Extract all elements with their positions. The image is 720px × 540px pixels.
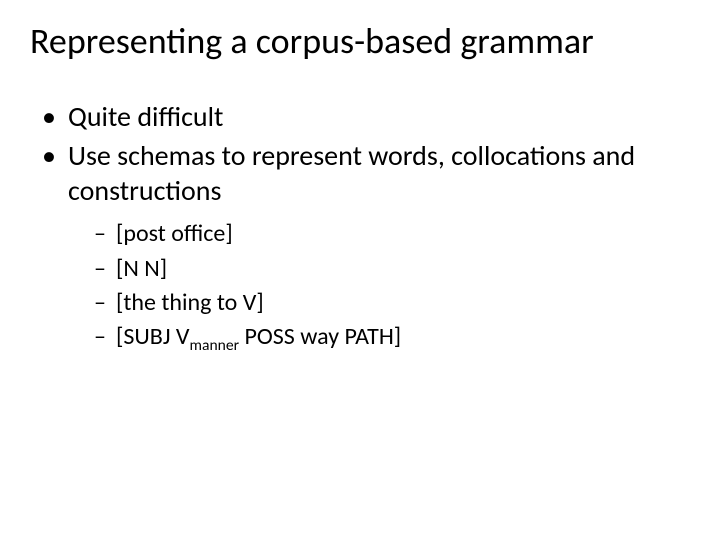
bullet-text: Use schemas to represent words, collocat…: [68, 138, 635, 208]
list-item: Quite difficult: [42, 99, 690, 134]
slide-title: Representing a corpus-based grammar: [30, 20, 690, 63]
list-item: [SUBJ Vmanner POSS way PATH]: [94, 321, 690, 353]
list-item: [N N]: [94, 253, 690, 285]
bullet-list-level2: [post office] [N N] [the thing to V] [SU…: [68, 218, 690, 354]
bullet-text: [the thing to V]: [116, 288, 264, 317]
bullet-text-prefix: [SUBJ V: [116, 322, 190, 351]
bullet-text-suffix: POSS way PATH]: [239, 322, 401, 351]
list-item: [the thing to V]: [94, 287, 690, 319]
bullet-text: Quite difficult: [68, 99, 223, 134]
bullet-text: [post office]: [116, 219, 233, 248]
slide: Representing a corpus-based grammar Quit…: [0, 0, 720, 540]
bullet-list-level1: Quite difficult Use schemas to represent…: [30, 99, 690, 354]
list-item: [post office]: [94, 218, 690, 250]
list-item: Use schemas to represent words, collocat…: [42, 138, 690, 354]
bullet-text: [N N]: [116, 254, 167, 283]
bullet-text-subscript: manner: [190, 336, 240, 355]
